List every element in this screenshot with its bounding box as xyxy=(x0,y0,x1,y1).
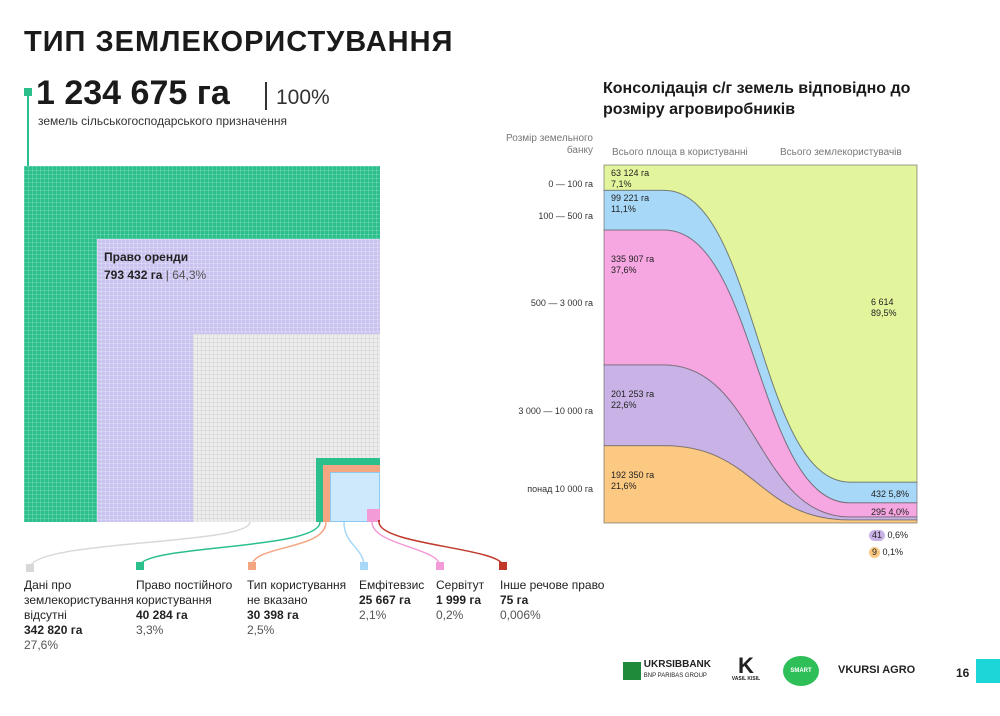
total-percent: 100% xyxy=(276,86,330,109)
category-label-no-data: Дані про землекористування відсутні 342 … xyxy=(24,578,134,653)
category-name: Емфітевзис xyxy=(359,578,425,592)
users-segment-label: 6 614 89,5% xyxy=(871,297,897,318)
total-separator xyxy=(265,82,267,110)
category-name: Право постійного користування xyxy=(136,578,233,607)
column-header-area: Всього площа в користуванні xyxy=(612,147,748,158)
row-label: 100 — 500 га xyxy=(538,211,593,221)
lease-label: Право оренди 793 432 га | 64,3% xyxy=(104,250,207,282)
logo-ukrsibbank: UKRSIBBANK BNP PARIBAS GROUP xyxy=(623,660,711,681)
category-percent: 3,3% xyxy=(136,623,164,637)
lease-name: Право оренди xyxy=(104,250,189,264)
area-segment-label: 192 350 га 21,6% xyxy=(611,469,655,491)
area-segment-label: 99 221 га 11,1% xyxy=(611,193,650,215)
page-number: 16 xyxy=(956,666,970,680)
logo-vkursi-agro: VKURSI AGRO xyxy=(838,664,916,676)
lease-percent: 64,3% xyxy=(172,268,207,282)
category-label-permanent-use: Право постійного користування 40 284 га … xyxy=(136,578,244,638)
row-label: 0 — 100 га xyxy=(548,179,593,189)
category-name: Сервітут xyxy=(436,578,485,592)
lease-value: 793 432 га xyxy=(104,268,163,282)
category-percent: 2,1% xyxy=(359,608,387,622)
category-label-emphyteusis: Емфітевзис 25 667 га 2,1% xyxy=(359,578,434,623)
category-label-servitude: Сервітут 1 999 га 0,2% xyxy=(436,578,498,623)
category-label-unspecified: Тип користування не вказано 30 398 га 2,… xyxy=(247,578,355,638)
users-segment-label: 41 0,6% xyxy=(869,530,908,541)
category-percent: 0,2% xyxy=(436,608,464,622)
logo-smart-farming: SMART Farming xyxy=(783,656,819,704)
category-name: Дані про землекористування відсутні xyxy=(24,578,134,622)
users-segment-label: 9 0,1% xyxy=(869,547,903,558)
square-servitude xyxy=(367,509,380,522)
category-percent: 27,6% xyxy=(24,638,59,652)
category-value: 25 667 га xyxy=(359,593,411,607)
category-name: Інше речове право xyxy=(500,578,605,592)
total-connector-line xyxy=(27,96,29,166)
users-segment-label: 432 5,8% xyxy=(871,489,910,499)
row-label: 3 000 — 10 000 га xyxy=(518,406,593,416)
total-value: 1 234 675 га xyxy=(36,74,230,112)
column-header-size: Розмір земельного банку xyxy=(506,133,593,156)
users-segment-label: 295 4,0% xyxy=(871,507,910,517)
category-value: 40 284 га xyxy=(136,608,188,622)
page-title: ТИП ЗЕМЛЕКОРИСТУВАННЯ xyxy=(24,26,454,58)
area-segment-label: 335 907 га 37,6% xyxy=(611,254,655,276)
category-label-other: Інше речове право 75 га 0,006% xyxy=(500,578,610,623)
category-percent: 2,5% xyxy=(247,623,275,637)
row-label: понад 10 000 га xyxy=(527,484,593,494)
total-marker xyxy=(24,88,32,96)
area-segment-label: 63 124 га 7,1% xyxy=(611,168,650,189)
category-value: 1 999 га xyxy=(436,593,482,607)
category-name: Тип користування не вказано xyxy=(247,578,347,607)
square-other xyxy=(378,520,380,522)
corner-accent xyxy=(976,659,1000,683)
area-segment-label: 201 253 га 22,6% xyxy=(611,389,655,410)
category-value: 342 820 га xyxy=(24,623,83,637)
flow-band xyxy=(603,445,918,524)
column-header-users: Всього землекористувачів xyxy=(780,147,902,158)
row-label: 500 — 3 000 га xyxy=(530,298,593,308)
logo-vasil-kisil: K VASIL KISIL xyxy=(731,653,761,683)
total-subtitle: земель сільськогосподарського призначенн… xyxy=(38,114,287,128)
category-value: 75 га xyxy=(500,593,529,607)
category-percent: 0,006% xyxy=(500,608,541,622)
category-value: 30 398 га xyxy=(247,608,299,622)
chart-title: Консолідація с/г земель відповідно до ро… xyxy=(603,80,911,118)
